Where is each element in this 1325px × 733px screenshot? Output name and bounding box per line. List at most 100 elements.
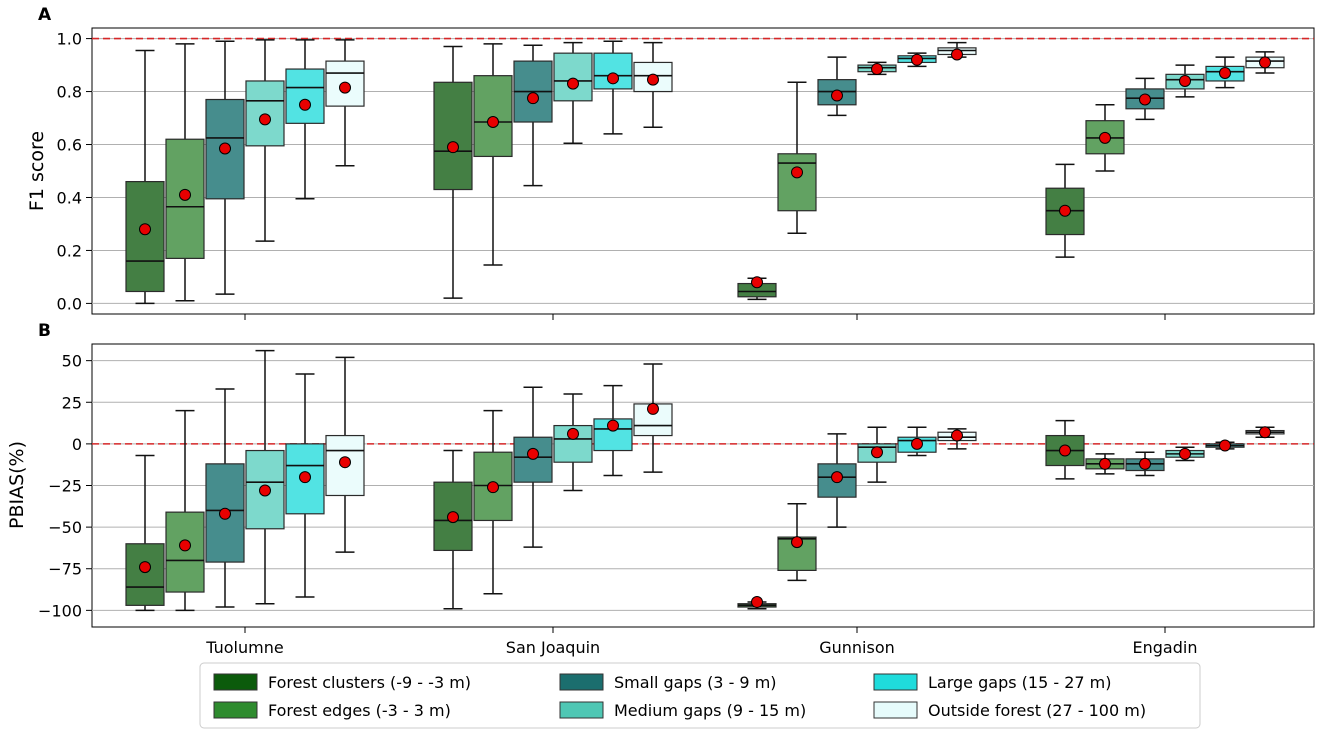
box-a-1-3	[1085, 104, 1125, 172]
panel-b-ylabel: PBIAS(%)	[6, 441, 28, 529]
panel-a-ytick-label: 1.0	[57, 30, 82, 49]
box-b-2-1	[513, 386, 553, 548]
mean-marker	[751, 276, 763, 289]
box-b-1-2	[777, 503, 817, 582]
mean-marker	[911, 437, 923, 450]
box-a-4-0	[285, 39, 325, 200]
mean-marker	[1139, 457, 1151, 470]
box-a-0-0	[125, 49, 165, 305]
legend-label: Large gaps (15 - 27 m)	[928, 673, 1111, 692]
mean-marker	[1139, 93, 1151, 106]
mean-marker	[1219, 67, 1231, 80]
panel-a-ylabel: F1 score	[26, 131, 48, 211]
box-a-0-3	[1045, 163, 1085, 258]
box-a-4-2	[897, 52, 937, 68]
mean-marker	[831, 89, 843, 102]
panel-a-boxes	[125, 39, 1285, 305]
legend: Forest clusters (-9 - -3 m) Small gaps (3…	[199, 662, 1201, 729]
panel-b-ytick-label: −25	[48, 477, 82, 496]
legend-swatch	[559, 701, 604, 719]
mean-marker	[751, 596, 763, 609]
mean-marker	[179, 188, 191, 201]
panel-a-ytick-label: 0.6	[57, 136, 82, 155]
box-b-4-3	[1205, 439, 1245, 452]
mean-marker	[1259, 426, 1271, 439]
panel-b-ytick-label: 25	[62, 393, 82, 412]
box-a-2-0	[205, 40, 245, 295]
box-b-3-3	[1165, 446, 1205, 462]
mean-marker	[1179, 447, 1191, 460]
box-a-1-2	[777, 81, 817, 234]
mean-marker	[527, 447, 539, 460]
box-a-0-1	[433, 45, 473, 299]
mean-marker	[1059, 204, 1071, 217]
mean-marker	[1099, 457, 1111, 470]
box-b-0-1	[433, 449, 473, 610]
mean-marker	[487, 116, 499, 129]
x-category-label: Tuolumne	[205, 638, 283, 657]
panel-a-y-axis: 0.0 0.2 0.4 0.6 0.8 1.0	[57, 30, 92, 313]
panel-b-boxes	[125, 349, 1285, 612]
box-b-1-1	[473, 409, 513, 595]
mean-marker	[339, 456, 351, 469]
mean-marker	[527, 92, 539, 105]
mean-marker	[1059, 444, 1071, 457]
x-category-label: Engadin	[1133, 638, 1198, 657]
box-a-3-2	[857, 61, 897, 76]
box-iqr	[125, 543, 165, 606]
box-b-5-2	[937, 428, 977, 450]
mean-marker	[647, 73, 659, 86]
panel-a-frame	[91, 27, 1315, 315]
box-a-3-3	[1165, 64, 1205, 98]
box-a-3-1	[553, 41, 593, 144]
box-b-3-2	[857, 426, 897, 483]
legend-swatch	[873, 673, 918, 691]
legend-swatch	[559, 673, 604, 691]
mean-marker	[1219, 439, 1231, 452]
box-b-0-2	[737, 596, 777, 610]
mean-marker	[871, 446, 883, 459]
panel-b-ytick-label: 0	[72, 435, 82, 454]
mean-marker	[139, 561, 151, 574]
mean-marker	[911, 53, 923, 66]
x-category-label: San Joaquin	[506, 638, 600, 657]
box-b-5-1	[633, 363, 673, 473]
mean-marker	[791, 166, 803, 179]
box-a-3-0	[245, 39, 285, 242]
legend-label: Medium gaps (9 - 15 m)	[614, 701, 806, 720]
panel-a-ytick-label: 0.8	[57, 83, 82, 102]
box-a-5-3	[1245, 51, 1285, 74]
legend-swatch	[213, 701, 258, 719]
box-b-0-3	[1045, 419, 1085, 480]
panel-b-y-axis: −100 −75 −50 −25 0 25 50	[38, 352, 92, 620]
panel-a-grid	[92, 37, 1314, 304]
mean-marker	[179, 539, 191, 552]
panel-a-ytick-label: 0.0	[57, 294, 82, 313]
box-b-1-3	[1085, 453, 1125, 475]
mean-marker	[447, 511, 459, 524]
panel-b-label: B	[38, 321, 51, 341]
panel-a-label: A	[38, 5, 52, 25]
box-a-1-0	[165, 43, 205, 302]
box-a-4-3	[1205, 56, 1245, 89]
mean-marker	[259, 113, 271, 126]
box-b-4-0	[285, 373, 325, 598]
legend-items: Forest clusters (-9 - -3 m) Small gaps (3…	[213, 673, 1146, 720]
box-iqr	[285, 68, 325, 124]
box-a-5-2	[937, 41, 977, 61]
panel-a-f1-score: 0.0 0.2 0.4 0.6 0.8 1.0 A F1 score	[26, 5, 1315, 320]
box-b-3-0	[245, 349, 285, 605]
box-a-5-0	[325, 39, 365, 167]
box-a-2-1	[513, 44, 553, 187]
box-b-5-0	[325, 356, 365, 553]
box-a-2-2	[817, 56, 857, 117]
mean-marker	[647, 402, 659, 415]
panel-a-ytick-label: 0.2	[57, 241, 82, 260]
box-b-1-0	[165, 409, 205, 612]
mean-marker	[567, 427, 579, 440]
mean-marker	[1259, 56, 1271, 69]
box-a-2-3	[1125, 77, 1165, 121]
mean-marker	[791, 536, 803, 549]
box-a-5-1	[633, 41, 673, 129]
